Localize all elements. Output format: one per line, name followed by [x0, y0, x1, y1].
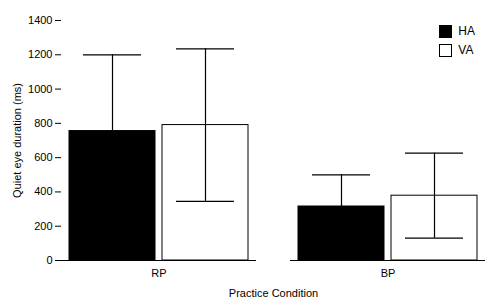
svg-text:Quiet eye duration (ms): Quiet eye duration (ms): [11, 83, 23, 198]
svg-text:0: 0: [46, 254, 52, 266]
html-text:HA: HA: [458, 24, 475, 38]
svg-text:1200: 1200: [28, 48, 52, 60]
svg-text:200: 200: [34, 220, 52, 232]
svg-text:1000: 1000: [28, 83, 52, 95]
html-text:VA: VA: [458, 43, 474, 57]
svg-text:600: 600: [34, 151, 52, 163]
svg-text:Practice Condition: Practice Condition: [229, 287, 318, 299]
svg-text:400: 400: [34, 185, 52, 197]
svg-text:800: 800: [34, 117, 52, 129]
svg-text:BP: BP: [381, 267, 396, 279]
svg-text:RP: RP: [151, 267, 166, 279]
svg-text:1400: 1400: [28, 14, 52, 26]
